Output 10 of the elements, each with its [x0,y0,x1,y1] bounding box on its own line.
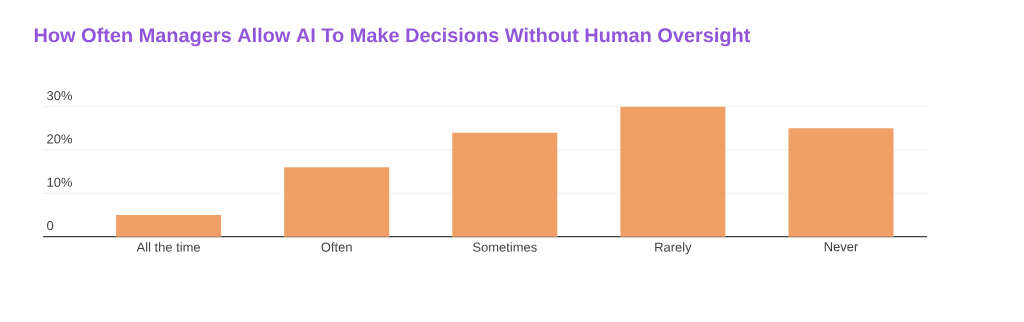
x-tick-label: Sometimes [472,242,537,252]
x-tick-label: Often [321,242,352,252]
y-tick-label: 0 [47,221,54,231]
y-tick-label: 30% [47,91,72,101]
chart-title: How Often Managers Allow AI To Make Decisions Without Human Oversight [34,27,751,47]
x-tick-label: Rarely [655,242,692,255]
x-tick-label: Never [824,242,859,252]
y-tick-label: 10% [47,177,72,187]
x-tick-label: All the time [136,242,201,252]
y-tick-label: 20% [47,134,72,144]
